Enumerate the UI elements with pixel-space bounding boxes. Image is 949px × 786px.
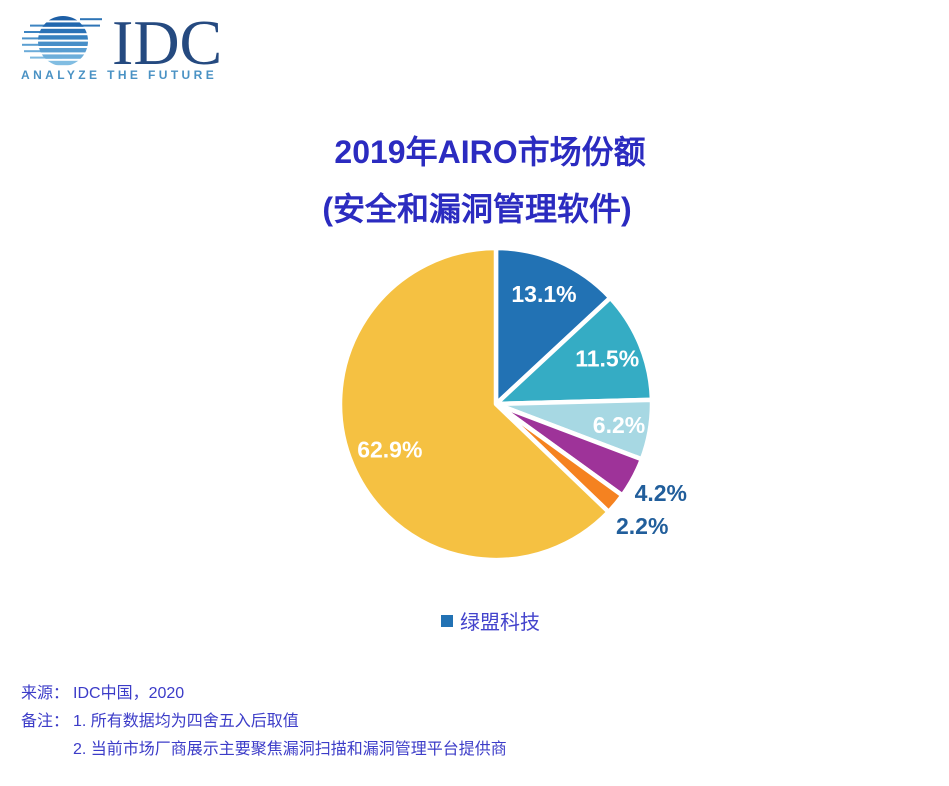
source-label: 来源： [21,685,70,702]
idc-logo-text: IDC [112,12,222,70]
chart-title-line1: 2019年AIRO市场份额 [334,134,646,170]
idc-logo: IDC ANALYZE THE FUTURE [20,12,250,84]
pie-slice [493,245,613,407]
source-value: IDC中国，2020 [73,685,185,702]
notes-label: 备注： [21,713,70,730]
pie-slice [493,295,655,407]
chart-title-line2: (安全和漏洞管理软件) [322,191,632,227]
idc-tagline: ANALYZE THE FUTURE [21,68,218,82]
pie-slice-label: 62.9% [357,436,422,462]
pie-slice-label: 11.5% [575,346,639,372]
note-line-1: 备注： 1. 所有数据均为四舍五入后取值 [21,708,507,736]
note-line-2: 2. 当前市场厂商展示主要聚焦漏洞扫描和漏洞管理平台提供商 [21,736,507,764]
pie-slice-label: 4.2% [635,480,687,506]
note-1: 1. 所有数据均为四舍五入后取值 [73,713,299,730]
pie-slice-label: 6.2% [593,412,645,438]
footnotes: 来源： IDC中国，2020 备注： 1. 所有数据均为四舍五入后取值 2. 当前市… [21,680,507,764]
pie-slice-label: 13.1% [511,281,576,307]
chart-legend: 绿盟科技 [441,606,540,635]
pie-slice-label: 2.2% [616,513,668,539]
idc-globe-icon: IDC [22,12,222,70]
pie-slice [337,245,611,563]
legend-swatch [441,614,453,627]
note-2: 2. 当前市场厂商展示主要聚焦漏洞扫描和漏洞管理平台提供商 [73,741,507,758]
source-line: 来源： IDC中国，2020 [21,680,507,708]
legend-label: 绿盟科技 [460,612,540,634]
globe-ball [38,16,88,66]
pie-chart: 13.1% 11.5% 6.2% 4.2% 2.2% 62.9% [337,245,687,563]
